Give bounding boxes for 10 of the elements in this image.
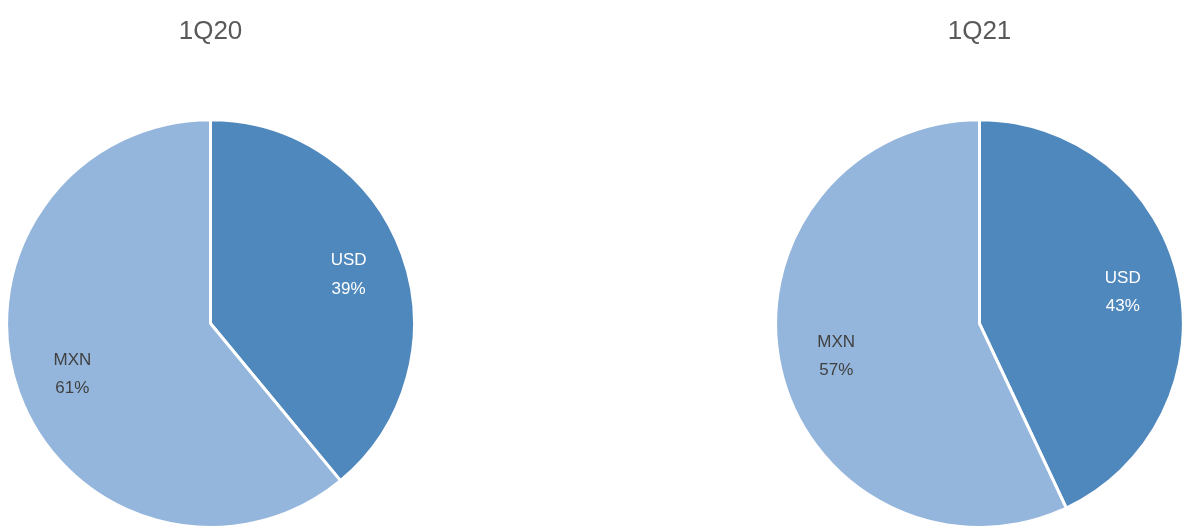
data-label: 61% bbox=[55, 378, 90, 398]
slice-label: USD bbox=[1104, 267, 1141, 287]
data-label: 57% bbox=[819, 360, 854, 380]
slice-label: MXN bbox=[817, 331, 856, 351]
slice-label: MXN bbox=[53, 349, 92, 369]
slice-label: USD bbox=[330, 250, 367, 270]
chart-title: 1Q20 bbox=[178, 14, 243, 45]
data-label: 39% bbox=[331, 278, 366, 298]
data-label: 43% bbox=[1105, 296, 1140, 316]
chart-title: 1Q21 bbox=[947, 14, 1012, 45]
